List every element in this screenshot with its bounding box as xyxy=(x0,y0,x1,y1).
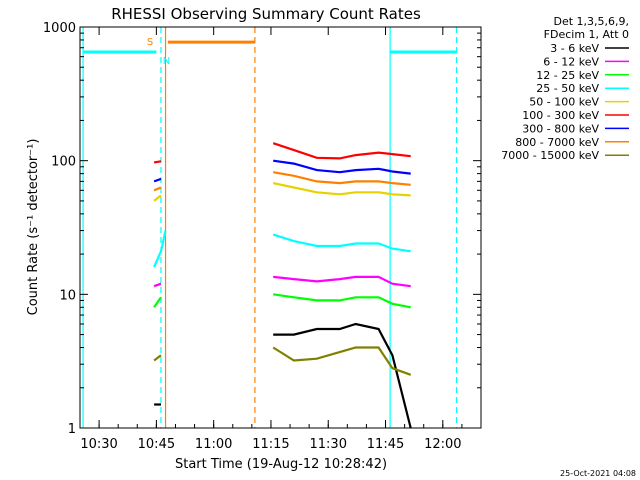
y-tick-label-1: 10 xyxy=(59,288,76,303)
legend-label-4: 50 - 100 keV xyxy=(529,96,599,109)
series-line-0-seg2 xyxy=(273,322,412,429)
series-line-1-seg2 xyxy=(273,275,411,288)
footer-date: 25-Oct-2021 04:08 xyxy=(560,469,636,478)
legend-label-6: 300 - 800 keV xyxy=(522,122,599,135)
series-line-4-seg1 xyxy=(153,194,162,202)
x-tick-label-2: 11:00 xyxy=(195,437,232,452)
series-line-5-seg1 xyxy=(153,160,162,164)
x-tick-label-4: 11:30 xyxy=(310,437,347,452)
x-axis-label: Start Time (19-Aug-12 10:28:42) xyxy=(175,457,387,472)
legend-header-1: Det 1,3,5,6,9, xyxy=(553,15,629,28)
series-line-1-seg1 xyxy=(153,282,162,288)
legend-label-1: 6 - 12 keV xyxy=(543,55,599,68)
legend-label-0: 3 - 6 keV xyxy=(550,42,599,55)
series-line-4-seg2 xyxy=(272,182,411,197)
x-tick-label-6: 12:00 xyxy=(424,437,461,452)
series-line-6-seg1 xyxy=(153,177,162,183)
x-tick-label-1: 10:45 xyxy=(138,437,175,452)
y-axis-label: Count Rate (s⁻¹ detector⁻¹) xyxy=(26,139,41,316)
x-tick-label-5: 11:45 xyxy=(367,437,404,452)
flag-label-night: N xyxy=(163,56,170,67)
plot-frame xyxy=(79,26,482,429)
series-line-6-seg2 xyxy=(273,159,411,175)
series-line-2-seg1 xyxy=(153,296,162,308)
chart-title: RHESSI Observing Summary Count Rates xyxy=(111,5,421,23)
legend-label-7: 800 - 7000 keV xyxy=(515,136,599,149)
series-line-8-seg1 xyxy=(153,354,162,362)
y-tick-label-3: 1000 xyxy=(43,21,76,36)
series-line-3-seg2 xyxy=(272,233,411,253)
legend-label-3: 25 - 50 keV xyxy=(536,82,599,95)
series-line-7-seg2 xyxy=(273,171,411,186)
legend-label-5: 100 - 300 keV xyxy=(522,109,599,122)
series-line-8-seg2 xyxy=(272,346,412,376)
flag-label-saa: S xyxy=(147,37,153,48)
x-tick-label-0: 10:30 xyxy=(80,437,117,452)
legend-label-8: 7000 - 15000 keV xyxy=(501,149,599,162)
y-tick-label-2: 100 xyxy=(51,155,76,170)
x-tick-label-3: 11:15 xyxy=(252,437,289,452)
y-tick-label-0: 1 xyxy=(68,422,76,437)
series-line-7-seg1 xyxy=(153,186,162,192)
series-line-5-seg2 xyxy=(272,142,411,160)
series-line-3-seg1 xyxy=(153,230,167,268)
series-line-2-seg2 xyxy=(273,293,411,309)
legend-header-2: FDecim 1, Att 0 xyxy=(544,28,629,41)
legend-label-2: 12 - 25 keV xyxy=(536,69,599,82)
